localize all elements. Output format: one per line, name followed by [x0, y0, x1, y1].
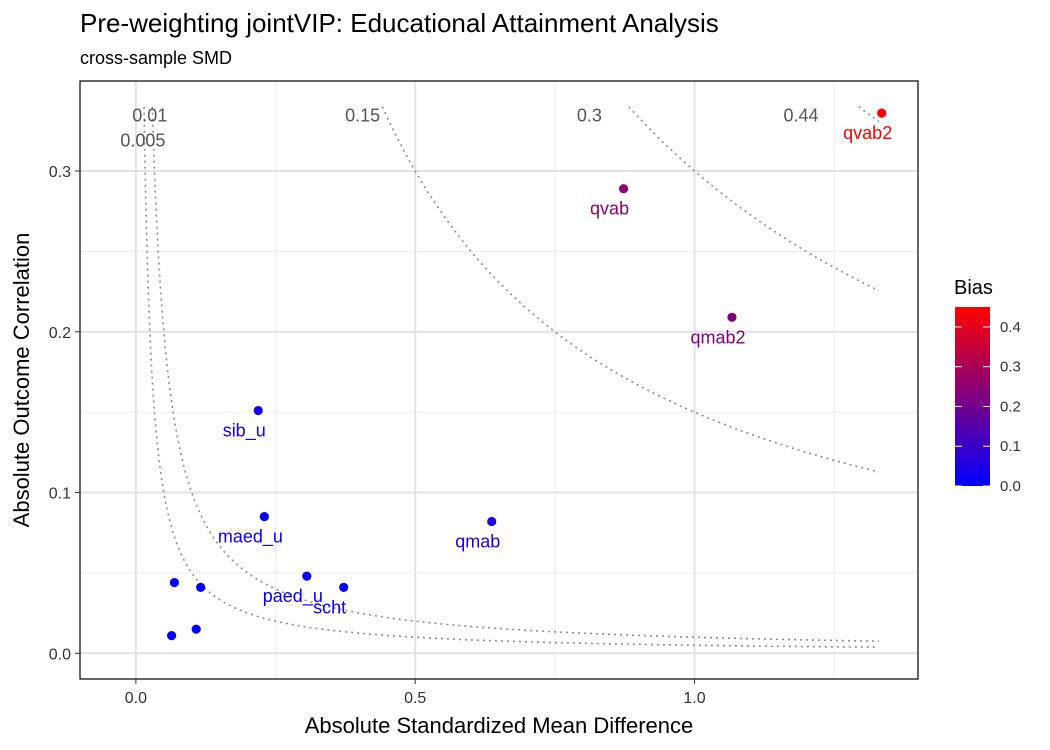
legend-tick-label: 0.3: [1000, 359, 1021, 376]
legend-tick-label: 0.0: [1000, 478, 1021, 495]
chart-title: Pre-weighting jointVIP: Educational Atta…: [80, 8, 719, 38]
bias-contours: [143, 105, 880, 648]
y-axis-title: Absolute Outcome Correlation: [9, 233, 34, 528]
point-label: qvab2: [843, 123, 892, 143]
data-point: [487, 516, 497, 527]
bias-legend: Bias 0.0 0.1 0.2 0.3 0.4: [954, 277, 1021, 495]
y-tick-label: 0.2: [49, 325, 71, 342]
y-axis: 0.0 0.1 0.2 0.3: [49, 164, 80, 663]
data-point: [727, 312, 737, 322]
contour-label: 0.3: [577, 106, 602, 126]
legend-ticks: 0.0 0.1 0.2 0.3 0.4: [955, 319, 1021, 495]
contour-label: 0.44: [783, 106, 818, 126]
data-point: [191, 624, 201, 634]
data-point: [196, 582, 206, 592]
legend-colorbar: [955, 307, 990, 486]
y-tick-label: 0.1: [49, 486, 71, 503]
data-point: [253, 405, 263, 416]
legend-title: Bias: [954, 277, 993, 299]
point-label: maed_u: [218, 527, 283, 548]
x-axis: 0.0 0.5 1.0: [125, 679, 706, 707]
chart-subtitle: cross-sample SMD: [80, 48, 233, 68]
data-point: [169, 577, 180, 588]
data-point: [167, 630, 177, 641]
data-point: [618, 184, 629, 194]
legend-tick-label: 0.1: [1000, 438, 1021, 455]
y-tick-label: 0.0: [49, 646, 71, 663]
bias-contour-line: [143, 106, 879, 648]
point-label: paed_u: [263, 586, 323, 607]
contour-labels: 0.005 0.01 0.15 0.3 0.44: [120, 106, 818, 151]
point-label: qvab: [590, 199, 629, 219]
grid-major: [80, 81, 918, 679]
y-tick-label: 0.3: [49, 164, 71, 181]
contour-label: 0.15: [345, 106, 380, 126]
bias-contour-line: [151, 106, 879, 642]
x-tick-label: 0.5: [404, 690, 426, 707]
contour-label: 0.01: [132, 106, 167, 126]
point-label: qmab2: [690, 327, 745, 347]
data-point: [339, 582, 349, 592]
point-label: qmab: [455, 531, 500, 551]
x-tick-label: 0.0: [125, 690, 147, 707]
legend-tick-label: 0.4: [1000, 319, 1021, 336]
bias-contour-line: [858, 105, 880, 123]
point-label: sib_u: [223, 421, 266, 442]
plot-border: [79, 80, 919, 680]
data-points: [167, 108, 887, 641]
point-label: scht: [313, 597, 346, 617]
contour-label: 0.005: [120, 130, 165, 150]
x-tick-label: 1.0: [683, 690, 705, 707]
legend-tick-label: 0.2: [1000, 398, 1021, 415]
data-point: [877, 108, 887, 118]
data-point: [259, 512, 269, 522]
x-axis-title: Absolute Standardized Mean Difference: [305, 713, 694, 738]
data-point: [302, 571, 312, 581]
bias-contour-line: [628, 106, 880, 292]
plot-panel: [80, 81, 918, 679]
grid-minor: [80, 81, 918, 679]
